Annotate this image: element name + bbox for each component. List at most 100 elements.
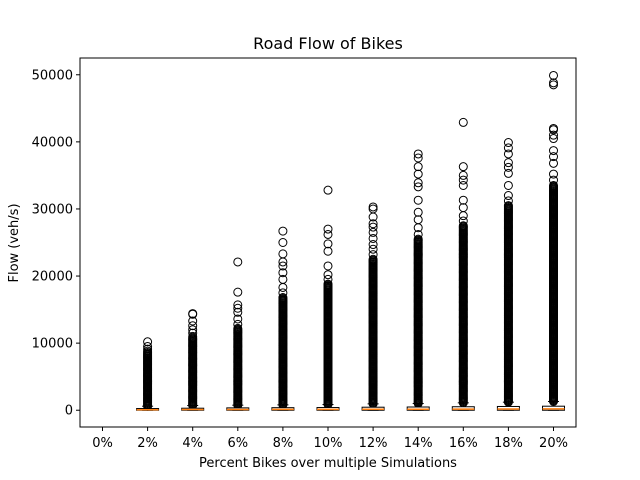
- flier-point: [368, 202, 378, 212]
- box-group-14pct: [406, 149, 430, 411]
- y-tick-label: 40000: [32, 135, 73, 150]
- flier-point: [503, 168, 513, 178]
- flier-point: [233, 307, 243, 317]
- flier-point: [413, 178, 423, 188]
- flier-point: [233, 287, 243, 297]
- flier-point: [278, 274, 288, 284]
- flier-point: [549, 152, 558, 162]
- flier-point: [233, 314, 243, 324]
- flier-point: [458, 175, 468, 185]
- flier-point: [233, 319, 243, 329]
- flier-point: [413, 234, 423, 244]
- flier-point: [143, 341, 153, 351]
- box-group-10pct: [316, 185, 340, 411]
- axes-frame: [79, 57, 577, 428]
- box-group-18pct: [496, 138, 520, 411]
- flier-point: [549, 78, 558, 88]
- flier-point: [143, 344, 153, 354]
- flier-point: [233, 257, 243, 267]
- chart-title: Road Flow of Bikes: [253, 34, 403, 53]
- flier-point: [549, 146, 558, 156]
- flier-point: [503, 191, 513, 201]
- flier-point: [188, 321, 198, 331]
- flier-point: [413, 169, 423, 179]
- flier-point: [278, 268, 288, 278]
- flier-point: [458, 162, 468, 172]
- flier-point: [549, 123, 558, 133]
- flier-point: [458, 216, 468, 226]
- y-tick-label: 50000: [32, 68, 73, 83]
- flier-point: [368, 222, 378, 232]
- flier-point: [368, 240, 378, 250]
- box-group-6pct: [226, 257, 250, 411]
- flier-point: [188, 328, 198, 338]
- flier-point: [233, 323, 243, 333]
- y-axis-label: Flow (veh/s): [7, 203, 22, 282]
- flier-point: [413, 215, 423, 225]
- x-axis-label: Percent Bikes over multiple Simulations: [199, 456, 457, 471]
- x-tick-label: 16%: [449, 436, 478, 451]
- flier-point: [278, 282, 288, 292]
- x-axis: 0% 2% 4% 6% 8% 10% 12% 14% 16% 18% 20%: [92, 427, 568, 451]
- flier-point: [549, 130, 558, 140]
- y-tick-label: 0: [65, 404, 73, 419]
- flier-point: [368, 233, 378, 243]
- flier-point: [368, 244, 378, 254]
- flier-point: [413, 229, 423, 239]
- flier-point: [278, 293, 288, 303]
- flier-point: [368, 250, 378, 260]
- x-tick-label: 20%: [539, 436, 568, 451]
- flier-point: [549, 134, 558, 144]
- x-tick-label: 10%: [314, 436, 343, 451]
- flier-point: [549, 158, 558, 168]
- x-tick-label: 6%: [227, 436, 248, 451]
- flier-point: [413, 182, 423, 192]
- flier-point: [143, 337, 153, 347]
- flier-point: [458, 117, 468, 127]
- flier-point: [549, 70, 558, 80]
- x-tick-label: 14%: [404, 436, 433, 451]
- flier-point: [549, 80, 558, 90]
- flier-point: [413, 149, 423, 159]
- flier-point: [458, 211, 468, 221]
- box-group-2pct: [136, 337, 160, 411]
- flier-point: [233, 303, 243, 313]
- x-tick-label: 0%: [92, 436, 113, 451]
- flier-point: [323, 224, 333, 234]
- box-group-20pct: [542, 70, 565, 411]
- flier-point: [368, 227, 378, 237]
- y-tick-label: 30000: [32, 202, 73, 217]
- flier-point: [323, 229, 333, 239]
- flier-point: [503, 196, 513, 206]
- flier-point: [503, 180, 513, 190]
- flier-point: [458, 180, 468, 190]
- flier-point: [368, 219, 378, 229]
- flier-point: [188, 331, 198, 341]
- flier-point: [278, 249, 288, 259]
- flier-point: [188, 325, 198, 335]
- flier-point: [503, 149, 513, 159]
- flier-point: [413, 162, 423, 172]
- flier-point: [323, 261, 333, 271]
- flier-point: [458, 195, 468, 205]
- flier-point: [278, 238, 288, 247]
- flier-point: [413, 195, 423, 205]
- flier-point: [503, 138, 513, 148]
- flier-point: [458, 203, 468, 213]
- flier-point: [503, 162, 513, 172]
- flier-point: [188, 316, 198, 326]
- x-tick-label: 8%: [273, 436, 294, 451]
- x-tick-label: 4%: [182, 436, 203, 451]
- x-tick-label: 18%: [494, 436, 523, 451]
- flier-point: [278, 226, 288, 236]
- flier-point: [503, 158, 513, 168]
- plot-area: [136, 70, 565, 411]
- y-tick-label: 10000: [32, 337, 73, 352]
- flier-point: [503, 143, 513, 153]
- flier-point: [413, 153, 423, 163]
- flier-point: [549, 175, 558, 185]
- flier-point: [323, 270, 333, 280]
- flier-point: [323, 239, 333, 249]
- flier-point: [413, 207, 423, 217]
